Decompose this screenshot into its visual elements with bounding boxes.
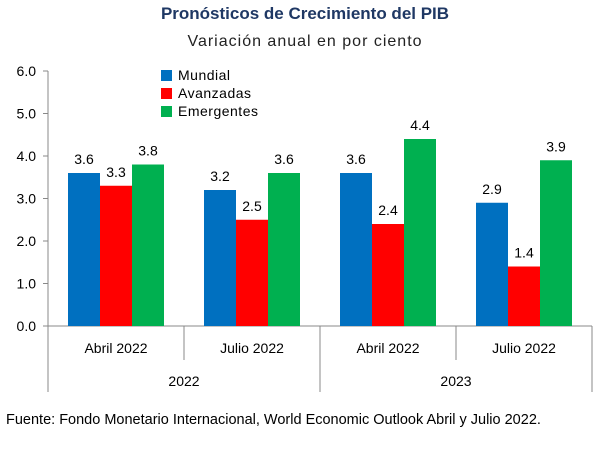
- data-label: 1.4: [514, 245, 534, 261]
- chart-subtitle: Variación anual en por ciento: [187, 33, 423, 50]
- source-note: Fuente: Fondo Monetario Internacional, W…: [6, 412, 541, 428]
- y-tick-label: 4.0: [17, 148, 37, 164]
- y-tick-label: 2.0: [17, 233, 37, 249]
- category-label: Julio 2022: [492, 340, 556, 356]
- bar-chart: 0.0 1.0 2.0 3.0 4.0 5.0 6.0 3.6 3.2 3.6 2.9 3.3 2.5 2…: [17, 63, 593, 392]
- data-label: 3.3: [106, 164, 126, 180]
- group-label: 2022: [168, 373, 199, 389]
- data-label: 3.2: [210, 168, 230, 184]
- legend-swatch-mundial: [161, 70, 172, 81]
- legend-swatch-emergentes: [161, 106, 172, 117]
- bar-avanzadas: [508, 266, 540, 326]
- y-tick-label: 3.0: [17, 191, 37, 207]
- bar-emergentes: [132, 164, 164, 326]
- legend-swatch-avanzadas: [161, 88, 172, 99]
- data-label: 2.9: [482, 181, 502, 197]
- bar-avanzadas: [100, 185, 132, 326]
- bar-avanzadas: [372, 224, 404, 326]
- category-label: Julio 2022: [220, 340, 284, 356]
- bar-mundial: [204, 190, 236, 326]
- bar-mundial: [340, 173, 372, 326]
- data-label: 4.4: [410, 117, 430, 133]
- data-label: 2.5: [242, 198, 262, 214]
- data-label: 3.8: [138, 143, 158, 159]
- chart-title: Pronósticos de Crecimiento del PIB: [160, 4, 450, 23]
- y-tick-label: 5.0: [17, 106, 37, 122]
- data-label: 3.6: [74, 151, 94, 167]
- group-label: 2023: [440, 373, 471, 389]
- category-label: Abril 2022: [84, 340, 147, 356]
- data-label: 3.9: [546, 138, 566, 154]
- y-tick-label: 0.0: [17, 318, 37, 334]
- bar-avanzadas: [236, 219, 268, 326]
- bar-emergentes: [404, 139, 436, 326]
- legend-label-emergentes: Emergentes: [178, 103, 258, 119]
- bar-emergentes: [540, 160, 572, 326]
- bar-mundial: [476, 202, 508, 326]
- data-label: 3.6: [274, 151, 294, 167]
- legend-label-avanzadas: Avanzadas: [178, 85, 252, 101]
- category-label: Abril 2022: [356, 340, 419, 356]
- y-tick-label: 6.0: [17, 63, 37, 79]
- data-label: 2.4: [378, 202, 398, 218]
- bar-emergentes: [268, 173, 300, 326]
- data-label: 3.6: [346, 151, 366, 167]
- y-tick-label: 1.0: [17, 276, 37, 292]
- legend-label-mundial: Mundial: [178, 67, 231, 83]
- bar-mundial: [68, 173, 100, 326]
